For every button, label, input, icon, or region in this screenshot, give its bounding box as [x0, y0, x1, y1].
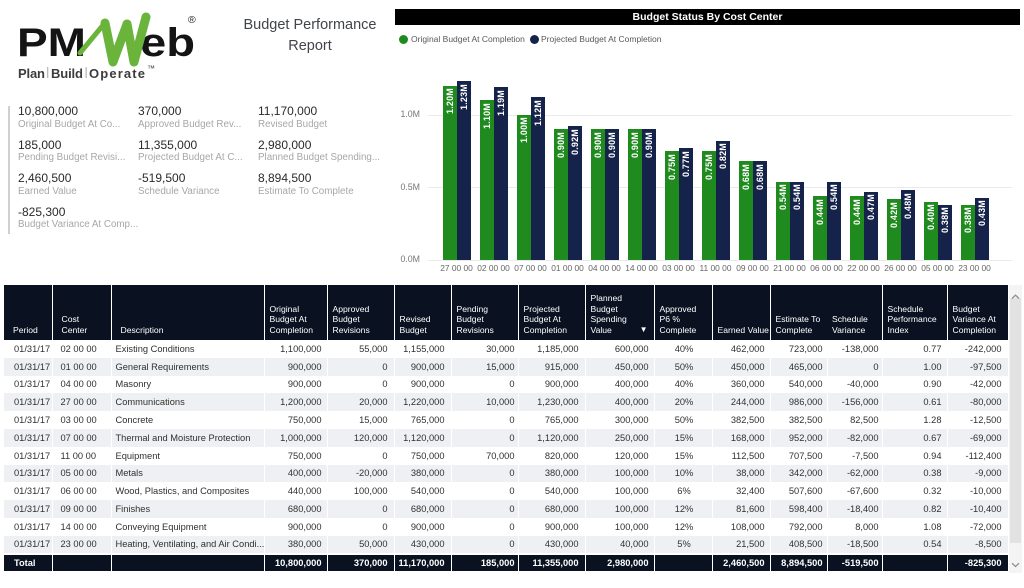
svg-text:Build: Build: [51, 66, 83, 81]
svg-text:™: ™: [147, 64, 155, 73]
svg-text:eb: eb: [140, 21, 195, 65]
svg-text:Operate: Operate: [89, 66, 145, 81]
svg-text:®: ®: [188, 14, 196, 26]
svg-text:PM: PM: [17, 21, 86, 65]
svg-text:Plan: Plan: [18, 66, 45, 81]
